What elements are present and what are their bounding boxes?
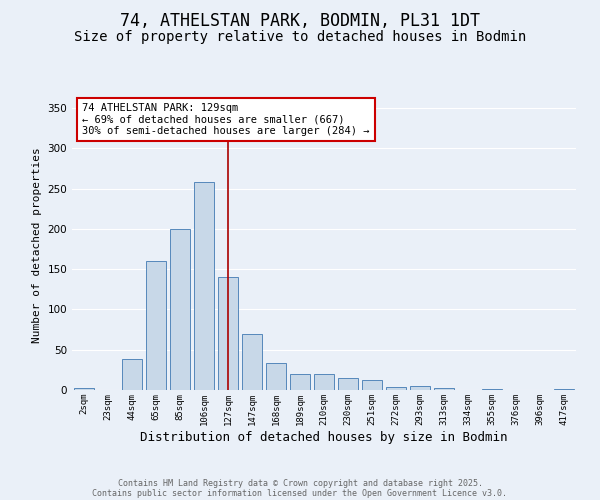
Y-axis label: Number of detached properties: Number of detached properties [32,147,42,343]
Bar [482,389,502,390]
Bar [122,360,142,390]
Bar [362,380,382,390]
Text: 74, ATHELSTAN PARK, BODMIN, PL31 1DT: 74, ATHELSTAN PARK, BODMIN, PL31 1DT [120,12,480,30]
Bar [194,182,214,390]
Bar [170,229,190,390]
Text: 74 ATHELSTAN PARK: 129sqm
← 69% of detached houses are smaller (667)
30% of semi: 74 ATHELSTAN PARK: 129sqm ← 69% of detac… [82,103,370,136]
X-axis label: Distribution of detached houses by size in Bodmin: Distribution of detached houses by size … [140,430,508,444]
Bar [410,386,430,390]
Bar [290,374,310,390]
Bar [386,387,406,390]
Bar [434,388,454,390]
Bar [266,364,286,390]
Text: Contains HM Land Registry data © Crown copyright and database right 2025.: Contains HM Land Registry data © Crown c… [118,478,482,488]
Bar [74,388,94,390]
Bar [554,389,574,390]
Text: Size of property relative to detached houses in Bodmin: Size of property relative to detached ho… [74,30,526,44]
Text: Contains public sector information licensed under the Open Government Licence v3: Contains public sector information licen… [92,488,508,498]
Bar [314,374,334,390]
Bar [218,277,238,390]
Bar [338,378,358,390]
Bar [242,334,262,390]
Bar [146,261,166,390]
